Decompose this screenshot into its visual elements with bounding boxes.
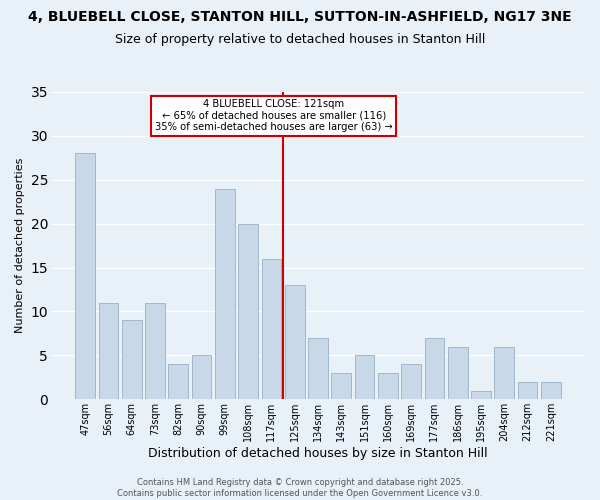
Bar [471,390,491,400]
Bar [122,320,142,400]
Bar [448,346,467,400]
Bar [169,364,188,400]
Bar [145,302,165,400]
Text: Contains HM Land Registry data © Crown copyright and database right 2025.
Contai: Contains HM Land Registry data © Crown c… [118,478,482,498]
Bar [518,382,538,400]
Text: Size of property relative to detached houses in Stanton Hill: Size of property relative to detached ho… [115,32,485,46]
Bar [215,188,235,400]
Bar [285,285,305,400]
Bar [262,259,281,400]
Bar [355,356,374,400]
Bar [98,302,118,400]
Text: 4 BLUEBELL CLOSE: 121sqm
← 65% of detached houses are smaller (116)
35% of semi-: 4 BLUEBELL CLOSE: 121sqm ← 65% of detach… [155,99,392,132]
Bar [401,364,421,400]
Bar [191,356,211,400]
Bar [308,338,328,400]
Bar [425,338,445,400]
Bar [378,373,398,400]
Text: 4, BLUEBELL CLOSE, STANTON HILL, SUTTON-IN-ASHFIELD, NG17 3NE: 4, BLUEBELL CLOSE, STANTON HILL, SUTTON-… [28,10,572,24]
Y-axis label: Number of detached properties: Number of detached properties [15,158,25,334]
Bar [541,382,561,400]
Bar [494,346,514,400]
Bar [75,154,95,400]
Bar [238,224,258,400]
X-axis label: Distribution of detached houses by size in Stanton Hill: Distribution of detached houses by size … [148,447,488,460]
Bar [331,373,351,400]
